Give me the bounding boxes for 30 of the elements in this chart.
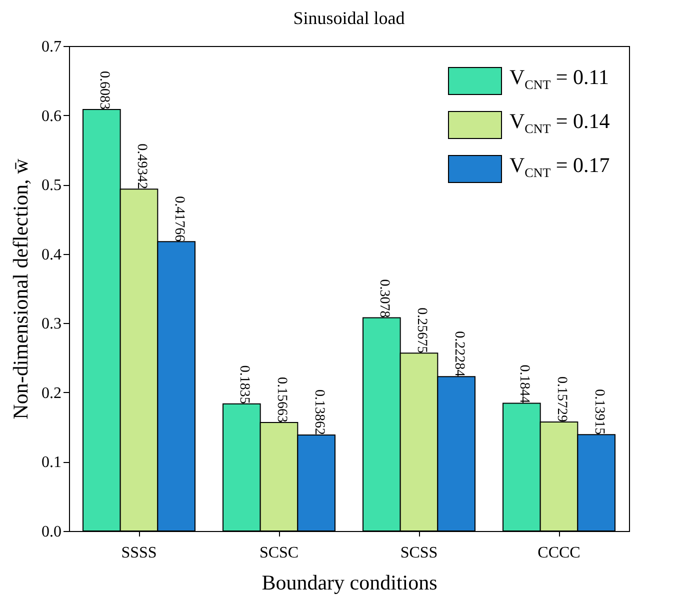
data-label: 0.1844 — [516, 364, 532, 404]
data-label: 0.22284 — [451, 331, 466, 377]
y-tick-label: 0.7 — [42, 38, 62, 56]
data-label: 0.25675 — [414, 308, 429, 354]
x-axis-title: Boundary conditions — [262, 570, 438, 594]
data-label: 0.15729 — [554, 376, 569, 422]
legend-label: V$_{CNT}$ = 0.17 — [510, 152, 610, 182]
data-label: 0.13862 — [311, 389, 326, 435]
x-tick-label: SSSS — [121, 544, 157, 562]
data-label: 0.1835 — [236, 365, 252, 404]
y-tick-label: 0.1 — [42, 454, 62, 472]
data-label: 0.15663 — [274, 376, 289, 422]
y-tick-label: 0.6 — [42, 108, 62, 125]
data-label: 0.49342 — [134, 144, 149, 190]
data-label: 0.41766 — [171, 196, 186, 242]
y-tick-label: 0.5 — [42, 177, 62, 194]
data-label: 0.13915 — [591, 389, 606, 435]
y-axis-title: Non-dimensional deflection, w̄ — [8, 158, 32, 420]
y-tick-label: 0.2 — [42, 384, 62, 402]
x-tick-label: CCCC — [538, 544, 580, 562]
legend-label: V$_{CNT}$ = 0.11 — [510, 64, 609, 94]
x-tick-label: SCSC — [259, 544, 299, 562]
x-tick-label: SCSS — [400, 544, 438, 562]
y-tick-label: 0.0 — [42, 524, 62, 540]
data-label: 0.3078 — [376, 279, 392, 318]
chart-title: Sinusoidal load — [293, 8, 405, 28]
legend-label: V$_{CNT}$ = 0.14 — [510, 108, 610, 138]
y-tick-label: 0.3 — [42, 316, 62, 333]
data-label: 0.6083 — [96, 71, 112, 110]
y-tick-label: 0.4 — [42, 246, 62, 264]
